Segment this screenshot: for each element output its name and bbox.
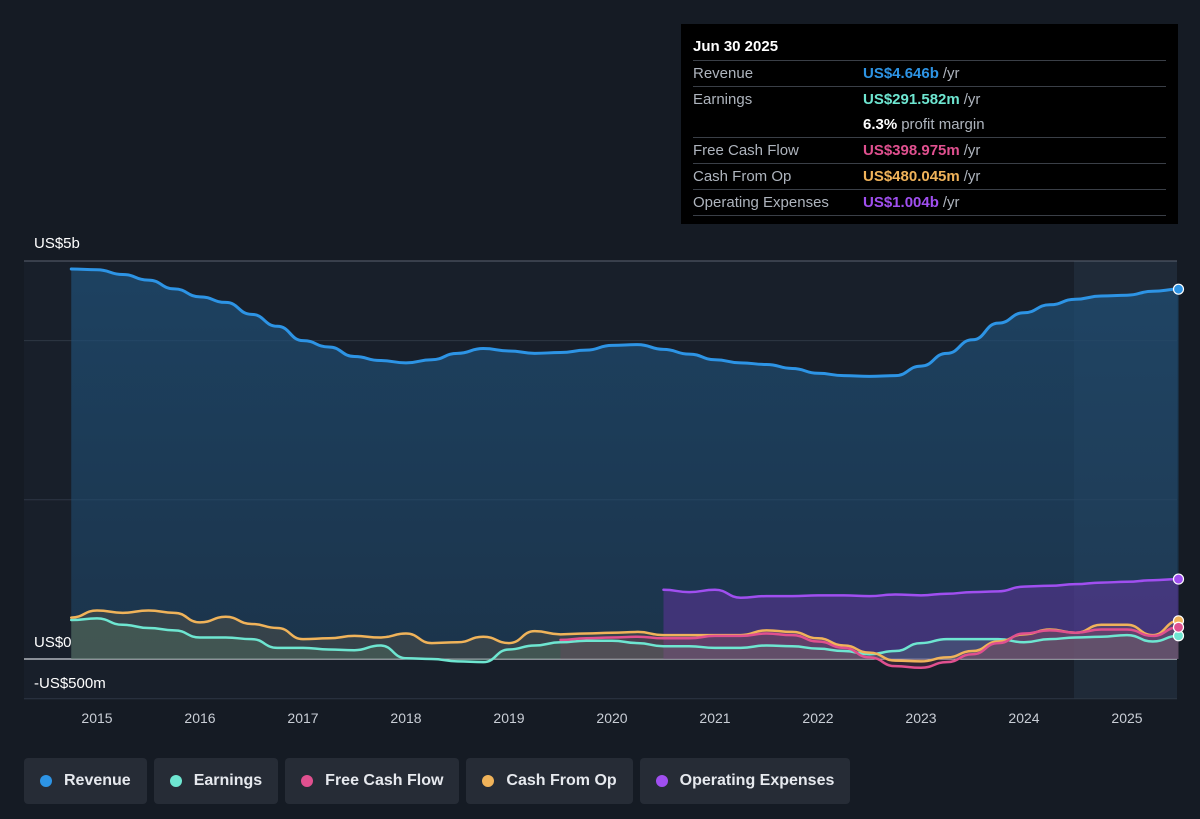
tooltip-row-value: US$1.004b — [863, 194, 939, 211]
legend-label: Cash From Op — [506, 772, 617, 789]
series-line-cash-from-op — [70, 609, 1180, 663]
legend-item-free-cash-flow[interactable]: Free Cash Flow — [285, 758, 460, 804]
tooltip-row-unit: /yr — [942, 194, 960, 211]
y-axis-labels: US$5b US$0 -US$500m — [34, 235, 106, 692]
tooltip-row: Revenue US$4.646b/yr — [693, 60, 1166, 86]
tooltip-row-label: Revenue — [693, 65, 754, 82]
tooltip-row: Cash From Op US$480.045m/yr — [693, 163, 1166, 189]
legend-item-cash-from-op[interactable]: Cash From Op — [466, 758, 633, 804]
series-lines — [69, 267, 1180, 670]
tooltip-row-label: Earnings — [693, 91, 753, 108]
tooltip-row-unit: /yr — [963, 91, 981, 108]
y-tick-label: US$0 — [34, 634, 72, 651]
legend-dot-icon — [40, 775, 52, 787]
x-tick-label: 2019 — [493, 710, 524, 726]
x-tick-label: 2023 — [905, 710, 936, 726]
series-area-revenue — [71, 268, 1179, 659]
x-tick-label: 2016 — [184, 710, 215, 726]
legend-label: Operating Expenses — [679, 772, 835, 789]
y-tick-label: -US$500m — [34, 675, 106, 692]
x-tick-label: 2022 — [802, 710, 833, 726]
y-tick-label: US$5b — [34, 235, 80, 252]
legend-dot-icon — [655, 775, 668, 787]
tooltip-row-label: Cash From Op — [693, 168, 792, 185]
x-tick-label: 2024 — [1008, 710, 1039, 726]
tooltip-date: Jun 30 2025 — [693, 38, 779, 55]
legend-item-revenue[interactable]: Revenue — [24, 758, 147, 804]
tooltip-row-value: 6.3% — [863, 116, 898, 133]
legend-dot-icon — [169, 775, 182, 787]
endpoint-free-cash-flow[interactable] — [1172, 621, 1185, 633]
tooltip-row: Free Cash Flow US$398.975m/yr — [693, 137, 1166, 163]
series-endpoints — [1172, 283, 1185, 642]
tooltip-row-value: US$480.045m — [863, 168, 960, 185]
tooltip-row-unit: /yr — [942, 65, 960, 82]
tooltip-row-label — [693, 112, 863, 137]
x-tick-label: 2018 — [390, 710, 421, 726]
tooltip-rows: Revenue US$4.646b/yr Earnings US$291.582m/y… — [693, 60, 1166, 216]
tooltip-row-label: Free Cash Flow — [693, 142, 799, 159]
tooltip-row-value: US$4.646b — [863, 65, 939, 82]
legend-label: Earnings — [193, 772, 263, 789]
hover-tooltip: Jun 30 2025 Revenue US$4.646b/yr Earnings U… — [681, 24, 1178, 224]
tooltip-row-value: US$398.975m — [863, 142, 960, 159]
x-tick-label: 2020 — [596, 710, 627, 726]
series-line-operating-expenses — [662, 577, 1180, 599]
tooltip-row-unit: profit margin — [901, 116, 985, 133]
x-tick-label: 2015 — [81, 710, 112, 726]
tooltip-row: 6.3% profit margin — [693, 112, 1166, 137]
endpoint-operating-expenses[interactable] — [1172, 573, 1185, 585]
tooltip-row-label: Operating Expenses — [693, 194, 829, 211]
x-tick-label: 2017 — [287, 710, 318, 726]
tooltip-row: Operating Expenses US$1.004b/yr — [693, 189, 1166, 216]
series-line-earnings — [70, 617, 1180, 664]
chart-legend: Revenue Earnings Free Cash Flow Cash From O… — [24, 758, 851, 804]
legend-dot-icon — [301, 775, 314, 787]
series-area-free-cash-flow — [560, 627, 1179, 668]
series-line-revenue — [69, 267, 1180, 378]
legend-label: Revenue — [64, 772, 131, 789]
legend-label: Free Cash Flow — [325, 772, 444, 789]
legend-item-operating-expenses[interactable]: Operating Expenses — [639, 758, 851, 804]
x-tick-label: 2025 — [1111, 710, 1142, 726]
x-axis-labels: 2015 2016 2017 2018 2019 2020 2021 2022 2023 2024… — [81, 710, 1142, 726]
tooltip-row-unit: /yr — [963, 168, 981, 185]
tooltip-row-unit: /yr — [963, 142, 981, 159]
endpoint-revenue[interactable] — [1172, 283, 1185, 295]
tooltip-row: Earnings US$291.582m/yr — [693, 86, 1166, 112]
tooltip-row-value: US$291.582m — [863, 91, 960, 108]
legend-item-earnings[interactable]: Earnings — [153, 758, 279, 804]
series-line-free-cash-flow — [559, 625, 1180, 670]
x-tick-label: 2021 — [699, 710, 730, 726]
legend-dot-icon — [482, 775, 495, 787]
